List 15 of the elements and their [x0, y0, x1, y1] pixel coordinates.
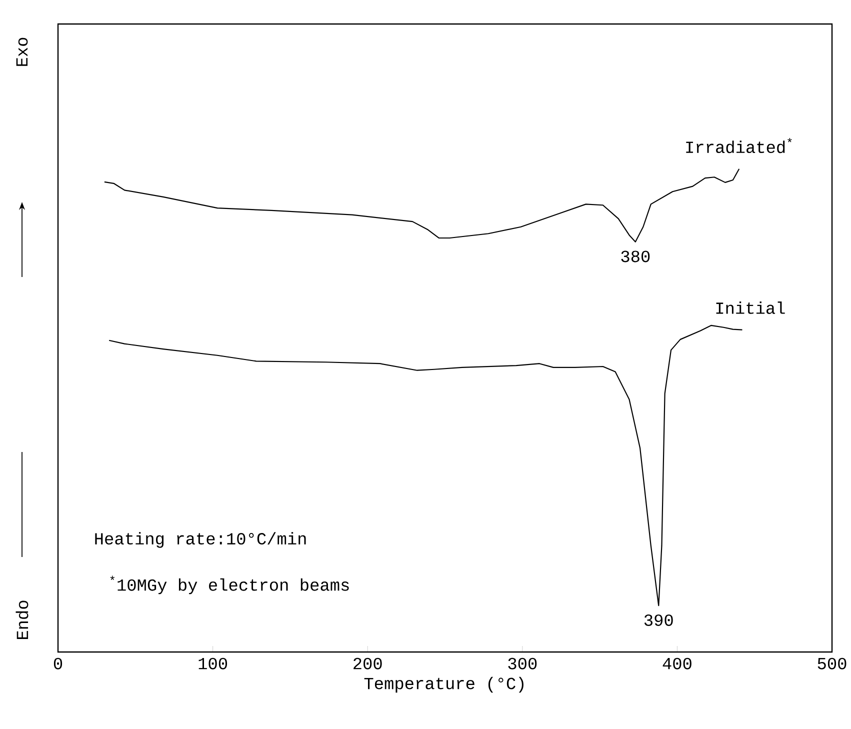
x-axis-title: Temperature (°C) [364, 676, 524, 693]
x-tick-label: 500 [818, 658, 846, 670]
text: Exo [16, 38, 28, 66]
annotation: 380 [621, 250, 650, 262]
series-label: Irradiated$^{*}$ [686, 138, 792, 154]
x-tick-label: 100 [198, 658, 228, 670]
annotation: Heating rate:10°C/min [95, 532, 306, 548]
series-label: Initial [716, 302, 785, 314]
x-tick-label: 200 [354, 658, 382, 670]
text: Endo [16, 600, 28, 639]
x-tick-label: 0 [54, 658, 62, 670]
x-tick-label: 300 [508, 658, 537, 670]
x-tick-label: 400 [662, 658, 692, 670]
annotation: 390 [644, 614, 673, 626]
annotation: $^{*}$10MGy by electron beams [110, 576, 349, 594]
